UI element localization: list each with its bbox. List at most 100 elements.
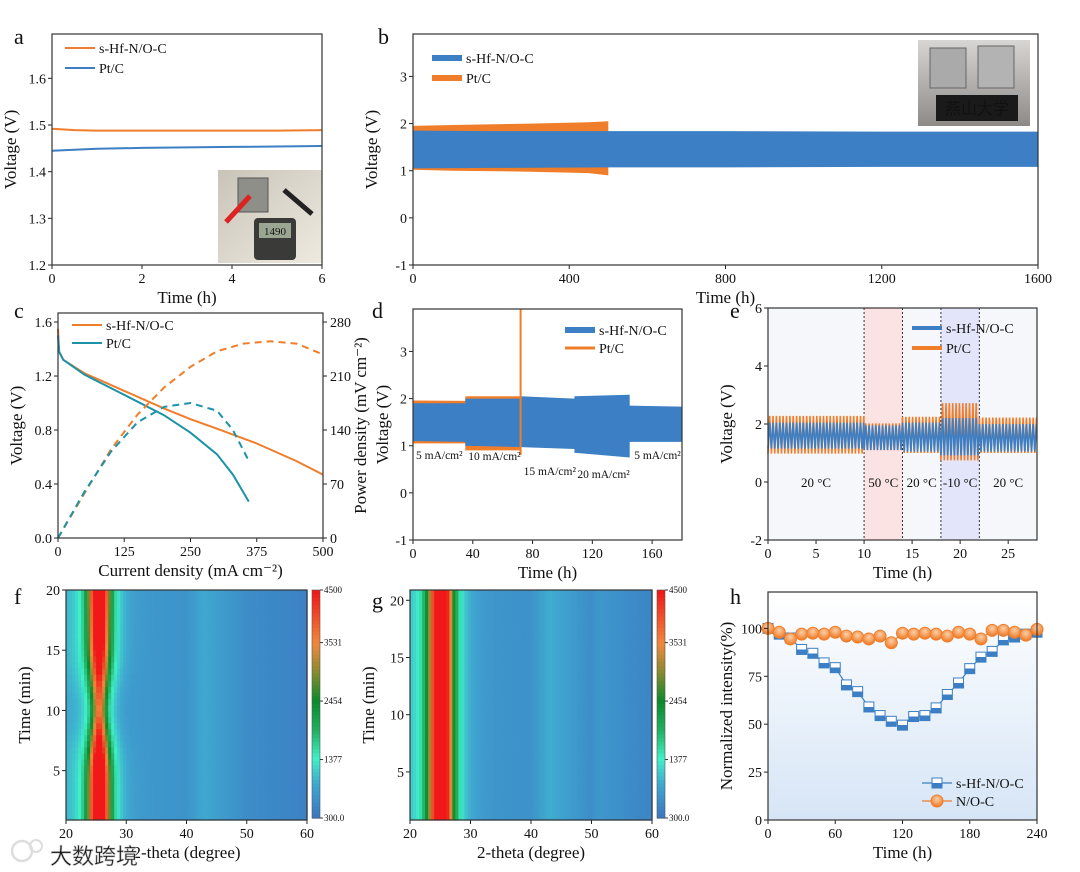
heatmap-cell [246, 771, 251, 779]
heatmap-cell [69, 602, 73, 609]
heatmap-cell [198, 729, 203, 736]
heatmap-cell [201, 638, 206, 646]
heatmap-cell [168, 723, 173, 730]
heatmap-cell [282, 759, 287, 767]
heatmap-cell [285, 765, 290, 773]
heatmap-cell [111, 644, 115, 652]
heatmap-cell [633, 698, 638, 706]
heatmap-cell [156, 602, 160, 609]
heatmap-cell [491, 686, 496, 694]
heatmap-cell [500, 705, 505, 712]
heatmap-cell [630, 626, 635, 633]
heatmap-cell [291, 789, 296, 797]
panel-letter: f [14, 584, 22, 609]
heatmap-cell [108, 596, 112, 603]
legend-label: Pt/C [466, 72, 491, 87]
heatmap-cell [210, 771, 215, 779]
heatmap-cell [69, 747, 73, 755]
heatmap-cell [189, 753, 194, 761]
heatmap-cell [243, 614, 248, 621]
heatmap-cell [540, 626, 544, 633]
heatmap-cell [81, 801, 85, 809]
heatmap-cell [180, 692, 185, 700]
heatmap-cell [419, 650, 423, 658]
heatmap-cell [261, 795, 266, 803]
heatmap-cell [267, 759, 272, 767]
heatmap-cell [612, 680, 617, 688]
heatmap-cell [180, 638, 185, 646]
heatmap-cell [615, 608, 620, 615]
heatmap-cell [138, 789, 142, 797]
heatmap-cell [132, 614, 136, 621]
heatmap-cell [410, 705, 414, 712]
heatmap-cell [636, 614, 641, 621]
heatmap-cell [81, 705, 85, 712]
heatmap-cell [561, 596, 565, 603]
heatmap-cell [470, 692, 475, 700]
current-density-label: 15 mA/cm² [524, 466, 577, 478]
heatmap-cell [300, 813, 305, 821]
heatmap-cell [123, 801, 127, 809]
heatmap-cell [78, 807, 82, 815]
heatmap-cell [138, 662, 142, 670]
heatmap-cell [96, 801, 100, 809]
heatmap-cell [476, 632, 481, 640]
heatmap-cell [297, 765, 302, 773]
heatmap-cell [518, 656, 523, 664]
heatmap-cell [476, 692, 481, 700]
heatmap-cell [99, 723, 103, 730]
heatmap-cell [177, 686, 182, 694]
heatmap-cell [294, 771, 299, 779]
heatmap-cell [416, 680, 420, 688]
heatmap-cell [150, 705, 154, 712]
heatmap-cell [141, 668, 145, 676]
heatmap-cell [573, 650, 577, 658]
heatmap-cell [300, 771, 305, 779]
heatmap-cell [294, 807, 299, 815]
legend-label: s-Hf-N/O-C [599, 324, 667, 339]
heatmap-cell [279, 759, 284, 767]
heatmap-cell [174, 632, 179, 640]
colorbar-segment [312, 768, 320, 774]
heatmap-cell [297, 596, 302, 603]
heatmap-cell [96, 777, 100, 785]
heatmap-cell [270, 608, 275, 615]
heatmap-cell [594, 626, 599, 633]
heatmap-cell [618, 668, 623, 676]
heatmap-cell [207, 789, 212, 797]
heatmap-cell [612, 590, 617, 597]
heatmap-cell [174, 680, 179, 688]
heatmap-cell [111, 705, 115, 712]
heatmap-cell [195, 686, 200, 694]
heatmap-cell [303, 626, 308, 633]
heatmap-cell [249, 674, 254, 682]
heatmap-cell [549, 626, 553, 633]
heatmap-cell [252, 789, 257, 797]
heatmap-cell [521, 644, 526, 652]
heatmap-cell [639, 614, 644, 621]
heatmap-cell [612, 626, 617, 633]
heatmap-cell [222, 590, 227, 597]
heatmap-cell [609, 686, 614, 694]
heatmap-cell [521, 596, 526, 603]
heatmap-cell [534, 686, 538, 694]
heatmap-cell [476, 644, 481, 652]
heatmap-cell [111, 680, 115, 688]
heatmap-cell [518, 602, 523, 609]
heatmap-cell [213, 674, 218, 682]
heatmap-cell [609, 638, 614, 646]
heatmap-cell [132, 771, 136, 779]
heatmap-cell [630, 680, 635, 688]
heatmap-cell [156, 638, 160, 646]
heatmap-cell [446, 668, 450, 676]
heatmap-cell [177, 759, 182, 767]
heatmap-cell [186, 668, 191, 676]
heatmap-cell [485, 632, 490, 640]
colorbar-segment [312, 688, 320, 694]
heatmap-cell [198, 771, 203, 779]
heatmap-cell [615, 711, 620, 718]
heatmap-cell [267, 765, 272, 773]
heatmap-cell [285, 795, 290, 803]
heatmap-cell [66, 698, 70, 706]
heatmap-cell [440, 590, 444, 597]
